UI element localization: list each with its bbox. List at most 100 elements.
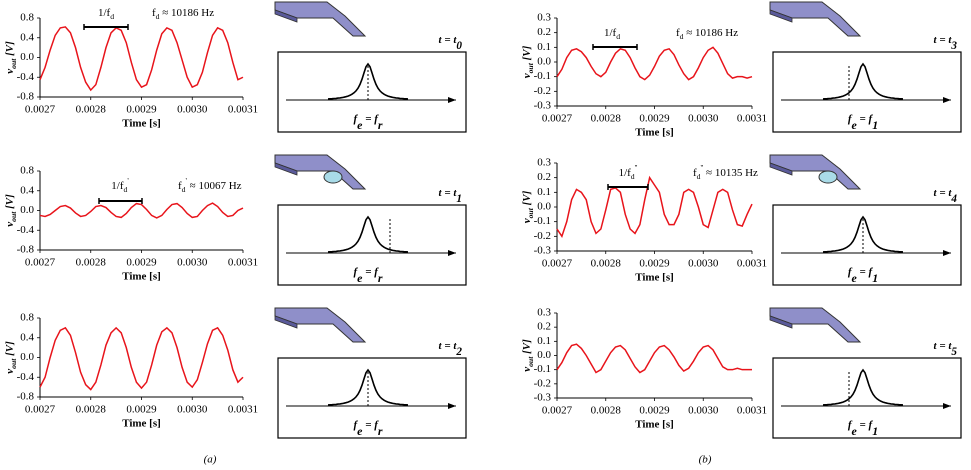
- frequency-condition-part: e: [852, 118, 858, 132]
- x-tick-label: 0.0029: [639, 258, 670, 270]
- frequency-label: fd ≈ 10186 Hz: [676, 27, 738, 42]
- y-tick-label: 0.2: [537, 26, 551, 38]
- period-label-part: ': [127, 176, 129, 185]
- resonance-curve: [822, 62, 904, 100]
- x-tick-label: 0.0031: [228, 404, 258, 416]
- period-label-part: d: [616, 32, 620, 41]
- frequency-label-part: d: [697, 172, 701, 181]
- x-tick-label: 0.0029: [126, 257, 157, 269]
- y-tick-label: 0.0: [20, 204, 34, 216]
- y-tick-label: -0.8: [17, 391, 35, 403]
- y-tick-label: -0.1: [534, 215, 551, 227]
- frequency-condition: fe = fr: [353, 266, 382, 285]
- x-tick-label: 0.0031: [737, 405, 767, 417]
- frequency-condition-part: f: [353, 266, 358, 278]
- period-label-part: 1/f: [619, 167, 632, 179]
- time-label-part: 0: [456, 40, 462, 52]
- y-tick-label: -0.3: [534, 100, 552, 112]
- y-tick-label: -0.4: [17, 371, 35, 383]
- waveform: [556, 343, 752, 374]
- frequency-condition-part: f: [353, 113, 358, 125]
- frequency-label-part: ≈ 10186 Hz: [160, 7, 215, 19]
- resonance-curve: [327, 62, 409, 100]
- frequency-label-part: f: [676, 27, 680, 39]
- x-tick-label: 0.0030: [688, 113, 719, 125]
- x-tick-label: 0.0031: [228, 257, 258, 269]
- frequency-condition-part: e: [357, 424, 363, 438]
- x-tick-label: 0.0031: [737, 258, 767, 270]
- y-tick-label: 0.2: [537, 171, 551, 183]
- y-tick-label: 0.2: [537, 321, 551, 333]
- period-label-part: 1/f: [98, 7, 111, 19]
- x-tick-label: 0.0030: [688, 405, 719, 417]
- y-axis-label: vout [V]: [4, 341, 19, 374]
- time-label-part: t = t: [439, 340, 458, 352]
- y-axis-label-part: v: [4, 69, 16, 74]
- cantilever-side: [274, 9, 298, 23]
- time-label: t = t1: [439, 187, 462, 205]
- x-axis-label: Time [s]: [635, 419, 674, 431]
- frequency-condition-part: f: [848, 266, 853, 278]
- y-tick-label: 0.4: [20, 331, 34, 343]
- cantilever-side: [769, 9, 793, 23]
- y-tick-label: -0.8: [17, 91, 35, 103]
- frequency-condition-part: 1: [872, 271, 878, 285]
- x-tick-label: 0.0028: [76, 257, 107, 269]
- frequency-label-part: d: [182, 185, 186, 194]
- waveform: [556, 175, 753, 239]
- y-tick-label: 0.3: [537, 307, 551, 319]
- frequency-condition-part: = f: [362, 113, 379, 125]
- frequency-condition-part: e: [852, 271, 858, 285]
- x-tick-label: 0.0027: [542, 405, 573, 417]
- y-axis-label-part: [V]: [521, 45, 533, 63]
- y-tick-label: 0.0: [537, 56, 551, 68]
- y-tick-label: 0.0: [20, 51, 34, 63]
- frequency-condition-part: f: [353, 419, 358, 431]
- y-axis-label-part: v: [521, 218, 533, 223]
- y-axis-label-part: out: [526, 62, 535, 73]
- y-axis-label-part: out: [9, 358, 18, 369]
- resonance-curve: [822, 215, 904, 253]
- time-label-part: t = t: [934, 340, 953, 352]
- spectrum-box: [772, 204, 962, 286]
- y-tick-label: -0.4: [17, 71, 35, 83]
- y-axis-label-part: out: [9, 58, 18, 69]
- y-axis-label-part: [V]: [521, 339, 533, 357]
- period-label: 1/fd'': [619, 163, 638, 181]
- y-axis-label-part: v: [4, 369, 16, 374]
- y-tick-label: -0.3: [534, 392, 552, 404]
- y-tick-label: 0.0: [537, 349, 551, 361]
- y-tick-label: -0.1: [534, 70, 551, 82]
- x-tick-label: 0.0028: [76, 104, 107, 116]
- frequency-condition-part: = f: [362, 419, 379, 431]
- frequency-condition-part: = f: [857, 419, 874, 431]
- spectrum-box: [277, 51, 467, 133]
- waveform: [39, 202, 244, 219]
- time-label-part: t = t: [934, 34, 953, 46]
- period-label-part: d: [124, 185, 128, 194]
- droplet: [323, 170, 343, 184]
- y-axis-label: vout [V]: [521, 45, 536, 78]
- x-tick-label: 0.0027: [25, 104, 56, 116]
- y-tick-label: 0.1: [537, 335, 551, 347]
- time-label-part: 5: [951, 346, 957, 358]
- time-label-part: 4: [950, 193, 957, 205]
- frequency-condition-part: f: [848, 113, 853, 125]
- period-label: 1/fd': [111, 176, 129, 194]
- x-tick-label: 0.0027: [25, 257, 56, 269]
- x-axis-label: Time [s]: [122, 418, 161, 430]
- frequency-label-part: f: [178, 180, 182, 192]
- droplet: [818, 170, 838, 184]
- frequency-condition-part: f: [848, 419, 853, 431]
- x-tick-label: 0.0028: [591, 258, 622, 270]
- frequency-condition-part: = f: [857, 113, 874, 125]
- period-label: 1/fd: [98, 7, 114, 22]
- arrow-head: [943, 250, 951, 256]
- y-axis-label-part: [V]: [521, 190, 533, 208]
- x-axis-label: Time [s]: [122, 271, 161, 283]
- y-tick-label: -0.3: [534, 245, 552, 257]
- spectrum-box: [277, 204, 467, 286]
- x-tick-label: 0.0030: [177, 257, 208, 269]
- x-tick-label: 0.0029: [126, 104, 157, 116]
- y-axis-label-part: out: [526, 356, 535, 367]
